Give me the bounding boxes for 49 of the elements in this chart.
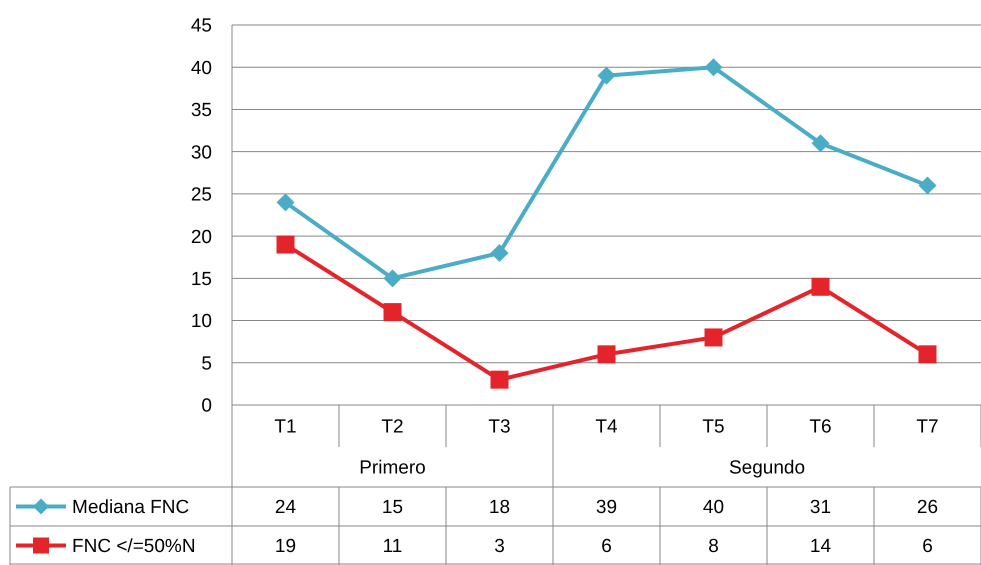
text: Segundo	[728, 458, 806, 479]
data-label: 40	[702, 497, 724, 518]
data-label: 3	[494, 536, 505, 558]
x-tick-label: T4	[595, 416, 618, 438]
x-tick-label: T7	[916, 416, 939, 438]
data-label: 26	[916, 497, 938, 518]
point	[384, 269, 402, 288]
data-label: 39	[596, 497, 618, 518]
point	[598, 345, 616, 364]
point	[704, 328, 722, 346]
y-tick-label: 45	[190, 16, 212, 37]
y-tick-label: 40	[190, 58, 212, 79]
point	[384, 303, 402, 322]
legend-label: FNC </=50%N	[72, 536, 196, 558]
x-tick-label: T2	[381, 416, 404, 438]
text: Primero	[359, 458, 426, 479]
y-tick-label: 15	[190, 268, 212, 290]
y-tick-label: 25	[190, 184, 212, 206]
point	[598, 66, 616, 85]
point	[276, 193, 294, 212]
x-tick-label: T1	[274, 416, 297, 438]
data-label: 18	[488, 497, 510, 518]
data-label: 8	[708, 536, 719, 558]
point	[918, 345, 936, 364]
data-label: 11	[382, 536, 402, 558]
point	[812, 278, 830, 296]
point	[490, 370, 508, 389]
y-tick-label: 10	[190, 311, 212, 332]
data-label: 31	[810, 497, 832, 518]
data-label: 24	[274, 497, 296, 518]
point	[276, 236, 294, 254]
point	[812, 134, 830, 152]
legend-label: Mediana FNC	[72, 497, 190, 518]
x-tick-label: T6	[809, 416, 832, 438]
data-label: 6	[922, 536, 933, 558]
data-label: 6	[601, 536, 612, 558]
y-tick-label: 35	[190, 100, 212, 122]
y-tick-label: 20	[190, 226, 212, 248]
y-tick-label: 0	[201, 396, 212, 417]
data-label: 19	[274, 536, 296, 558]
point	[490, 244, 508, 262]
data-label: 14	[810, 536, 832, 558]
point	[918, 176, 936, 194]
point	[704, 58, 722, 76]
data-label: 15	[382, 497, 404, 518]
y-tick-label: 5	[201, 353, 212, 374]
x-tick-label: T5	[702, 416, 725, 438]
x-tick-label: T3	[488, 416, 511, 438]
y-tick-label: 30	[190, 142, 212, 164]
